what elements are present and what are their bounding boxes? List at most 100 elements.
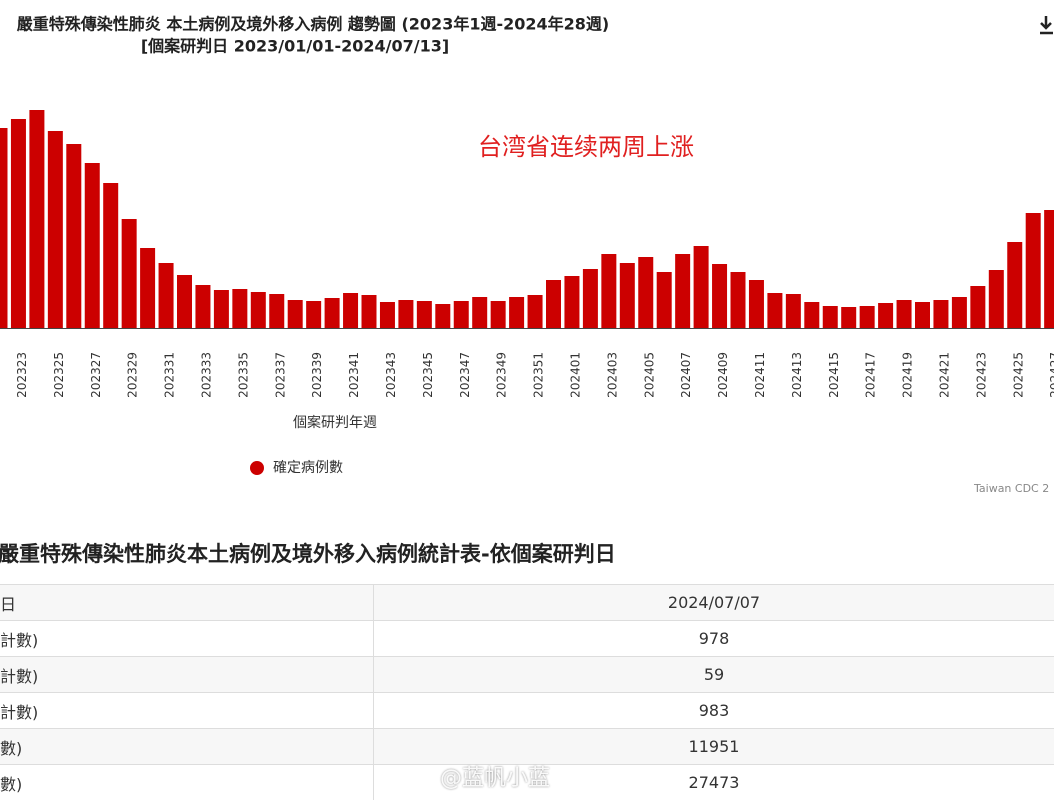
- row-value: 27473: [373, 764, 1054, 800]
- bar: [822, 306, 838, 328]
- table-row: 數) 27473: [0, 764, 1054, 800]
- x-tick-label: 202339: [310, 352, 324, 398]
- bar: [47, 131, 63, 328]
- bar: [250, 292, 266, 328]
- bar: [970, 286, 986, 328]
- bar: [379, 302, 395, 328]
- table-row: 計數) 978: [0, 620, 1054, 657]
- bar: [656, 272, 672, 328]
- bar: [195, 285, 211, 328]
- x-tick-label: 202425: [1011, 352, 1025, 398]
- bar: [988, 270, 1004, 328]
- bar: [29, 110, 45, 328]
- legend-label[interactable]: 確定病例數: [273, 460, 343, 476]
- x-tick-label: 202403: [605, 352, 619, 398]
- x-tick-label: 202331: [163, 352, 177, 398]
- bar: [453, 301, 469, 328]
- bar: [1044, 210, 1054, 328]
- bar: [287, 300, 303, 328]
- row-label: 計數): [0, 620, 374, 657]
- bar: [712, 264, 728, 328]
- x-tick-label: 202345: [421, 352, 435, 398]
- bar: [306, 301, 322, 328]
- bar: [527, 295, 543, 328]
- x-tick-label: 202417: [864, 352, 878, 398]
- x-tick-label: 202343: [384, 352, 398, 398]
- bar: [66, 144, 82, 328]
- table-row: 計數) 983: [0, 692, 1054, 729]
- bar: [951, 297, 967, 328]
- bar: [84, 163, 100, 328]
- row-label: 數): [0, 764, 374, 800]
- bar: [213, 290, 229, 328]
- x-tick-label: 202337: [273, 352, 287, 398]
- bar: [675, 254, 691, 328]
- row-label: 計數): [0, 692, 374, 729]
- bar: [564, 276, 580, 328]
- watermark: @蓝帆小蓝: [440, 766, 551, 791]
- bar: [177, 275, 192, 328]
- bar: [601, 254, 617, 328]
- x-tick-label: 202405: [642, 352, 656, 398]
- x-tick-label: 202347: [458, 352, 472, 398]
- bar: [748, 280, 764, 328]
- bar: [896, 300, 912, 328]
- bar: [841, 307, 857, 328]
- download-glyph[interactable]: [1040, 16, 1053, 35]
- row-label: 數): [0, 728, 374, 765]
- x-tick-label: 202413: [790, 352, 804, 398]
- x-tick-label: 202423: [974, 352, 988, 398]
- bar: [509, 297, 525, 328]
- row-value: 983: [373, 692, 1054, 729]
- x-tick-label: 202415: [827, 352, 841, 398]
- chart-subtitle: [個案研判日 2023/01/01-2024/07/13]: [141, 37, 449, 56]
- bar: [693, 246, 709, 328]
- bar: [767, 293, 783, 328]
- bar: [878, 303, 894, 328]
- credit: Taiwan CDC 2: [973, 482, 1049, 495]
- x-tick-label: 202341: [347, 352, 361, 398]
- bar: [933, 300, 949, 328]
- chart: 嚴重特殊傳染性肺炎 本土病例及境外移入病例 趨勢圖 (2023年1週-2024年…: [0, 15, 1054, 495]
- table-row: 計數) 59: [0, 656, 1054, 693]
- bar: [435, 304, 451, 328]
- row-value: 59: [373, 656, 1054, 693]
- bar: [232, 289, 248, 328]
- x-tick-label: 202411: [753, 352, 767, 398]
- table-row: 數) 11951: [0, 728, 1054, 765]
- x-tick-label: 202349: [495, 352, 509, 398]
- bar: [343, 293, 359, 328]
- x-tick-label: 202325: [52, 352, 66, 398]
- table-title: 嚴重特殊傳染性肺炎本土病例及境外移入病例統計表-依個案研判日: [0, 542, 616, 566]
- legend-swatch[interactable]: [250, 461, 264, 475]
- x-tick-label: 202351: [532, 352, 546, 398]
- x-tick-label: 202407: [679, 352, 693, 398]
- x-tick-label: 202333: [199, 352, 213, 398]
- table-row: 日 2024/07/07: [0, 584, 1054, 621]
- bar: [730, 272, 746, 328]
- bar: [361, 295, 377, 328]
- x-tick-label: 202327: [89, 352, 103, 398]
- annotation: 台湾省连续两周上涨: [478, 133, 694, 161]
- row-value: 2024/07/07: [373, 584, 1054, 621]
- bar: [638, 257, 654, 328]
- row-label: 日: [0, 584, 374, 621]
- bar: [859, 306, 875, 328]
- bar: [1007, 242, 1023, 328]
- bar: [619, 263, 635, 328]
- download-icon[interactable]: [1040, 16, 1053, 35]
- x-tick-label: 202427: [1048, 352, 1054, 398]
- x-tick-label: 202409: [716, 352, 730, 398]
- bar: [121, 219, 137, 328]
- bar: [582, 269, 598, 328]
- chart-title: 嚴重特殊傳染性肺炎 本土病例及境外移入病例 趨勢圖 (2023年1週-2024年…: [17, 15, 609, 34]
- row-value: 978: [373, 620, 1054, 657]
- bar: [804, 302, 820, 328]
- stats-table: 日 2024/07/07 計數) 978 計數) 59 計數) 983 數) 11951 數) 274…: [0, 584, 1054, 800]
- bar: [1025, 213, 1041, 328]
- x-tick-label: 202401: [568, 352, 582, 398]
- bar: [140, 248, 156, 328]
- row-label: 計數): [0, 656, 374, 693]
- bar: [490, 301, 506, 328]
